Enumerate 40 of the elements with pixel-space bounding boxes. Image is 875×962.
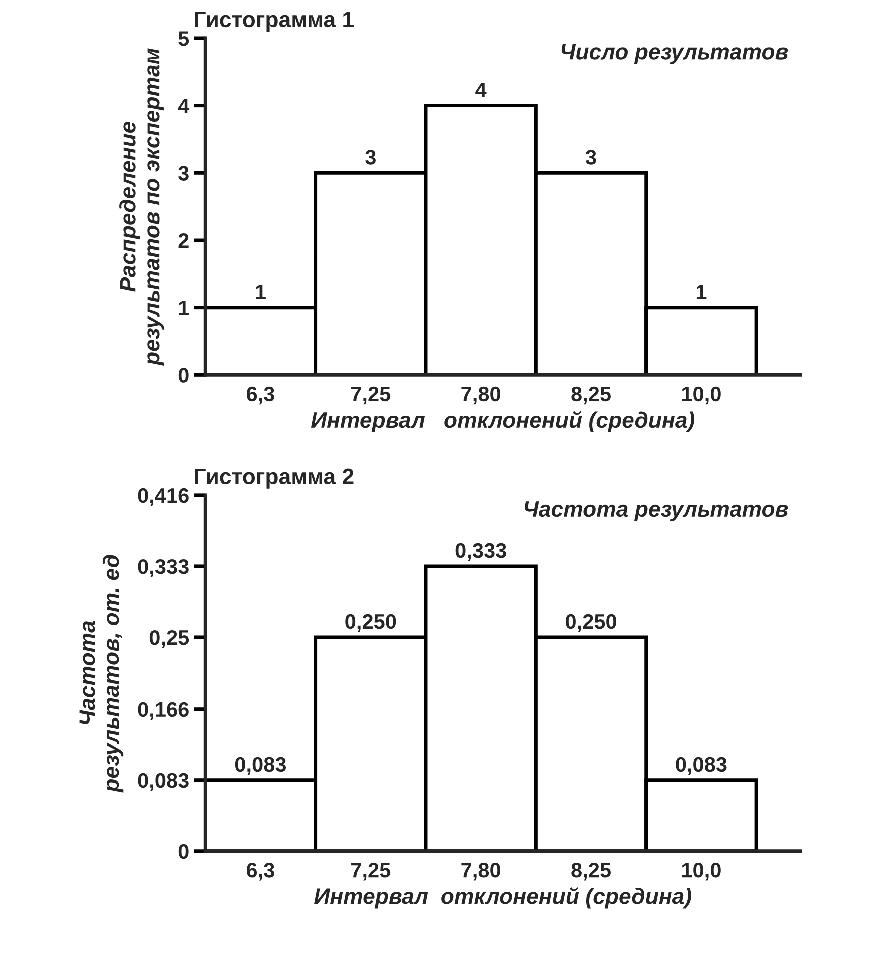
chart-subtitle: Число результатов xyxy=(562,44,788,64)
data-label: 0,083 xyxy=(676,757,727,776)
y-tick-label: 0 xyxy=(178,368,189,383)
data-label: 0,083 xyxy=(235,757,286,776)
data-label: 0,333 xyxy=(456,543,506,562)
chart-title: Гистограмма 2 xyxy=(195,468,354,489)
y-axis-title: Распределение результатов по экспертам xyxy=(120,48,164,366)
y-tick-label: 3 xyxy=(178,166,189,181)
y-tick-label: 5 xyxy=(178,32,190,46)
y-tick-label: 1 xyxy=(179,301,190,316)
data-label: 3 xyxy=(366,150,376,165)
data-label: 0,250 xyxy=(346,614,396,632)
x-tick-label: 6,3 xyxy=(247,386,274,405)
x-tick-label: 8,25 xyxy=(572,863,611,881)
x-tick-label: 7,80 xyxy=(462,386,501,405)
x-axis-title: Интервал отклонений (средина) xyxy=(311,411,695,433)
y-tick-label: 0,083 xyxy=(138,773,189,792)
y-tick-label: 4 xyxy=(178,99,190,114)
chart-title: Гистограмма 1 xyxy=(195,12,354,32)
data-label: 1 xyxy=(256,285,266,300)
data-label: 3 xyxy=(586,150,596,165)
data-label: 4 xyxy=(476,83,487,98)
x-tick-label: 7,25 xyxy=(352,863,391,881)
x-tick-label: 10,0 xyxy=(682,386,721,405)
x-tick-label: 7,25 xyxy=(352,386,391,405)
x-tick-label: 8,25 xyxy=(572,386,611,405)
x-tick-label: 7,80 xyxy=(462,863,501,881)
y-tick-label: 0,166 xyxy=(138,702,189,720)
data-label: 0,250 xyxy=(566,614,616,632)
data-label: 1 xyxy=(696,285,707,300)
x-tick-label: 6,3 xyxy=(247,863,274,881)
x-tick-label: 10,0 xyxy=(682,863,721,881)
y-tick-label: 0,416 xyxy=(138,488,189,506)
y-tick-label: 0,25 xyxy=(150,630,190,648)
y-tick-label: 0 xyxy=(178,844,189,860)
chart-subtitle: Частота результатов xyxy=(525,502,788,522)
y-tick-label: 0,333 xyxy=(138,559,189,578)
y-tick-label: 2 xyxy=(178,234,189,248)
x-axis-title: Интервал отклонений (средина) xyxy=(314,887,692,909)
y-axis-title: Частота результатов, от. ед xyxy=(80,555,124,793)
